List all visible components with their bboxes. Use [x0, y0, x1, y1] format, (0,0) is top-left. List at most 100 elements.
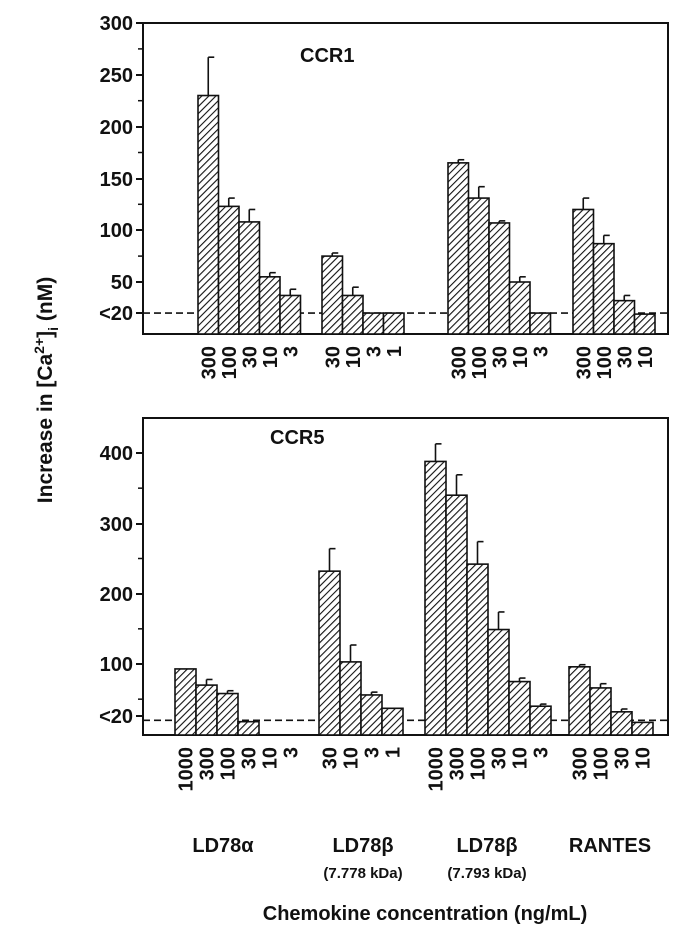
x-tick-label: 100 — [218, 747, 240, 780]
group-label-ld78a: LD78α — [192, 835, 254, 857]
x-tick-label: 3 — [363, 346, 385, 357]
x-tick-label: 300 — [448, 346, 470, 379]
bar — [568, 666, 591, 736]
y-tick-label: 150 — [100, 169, 133, 191]
y-tick-label: 100 — [100, 220, 133, 242]
bar — [424, 460, 447, 736]
bar — [197, 94, 220, 335]
ccr1-title: CCR1 — [300, 45, 354, 67]
y-tick-label: <20 — [99, 706, 133, 728]
group-sublabel-ld78b-1: (7.778 kDa) — [323, 865, 402, 882]
y-tick-label: 300 — [100, 13, 133, 35]
bar — [238, 221, 261, 335]
group-label-ld78b-2: LD78β — [456, 835, 517, 857]
x-tick-label: 300 — [447, 747, 469, 780]
bar — [445, 494, 468, 736]
bar — [488, 222, 511, 335]
bar — [466, 563, 489, 736]
x-tick-label: 10 — [343, 346, 365, 368]
group-label-rantes: RANTES — [569, 835, 651, 857]
bar — [508, 281, 531, 335]
bar — [382, 312, 405, 335]
x-tick-label: 1 — [383, 747, 405, 758]
x-tick-label: 10 — [260, 747, 282, 769]
ccr5-title: CCR5 — [270, 427, 324, 449]
group-labels: LD78α LD78β (7.778 kDa) LD78β (7.793 kDa… — [192, 835, 651, 882]
bar — [487, 628, 510, 736]
bar — [216, 692, 239, 736]
bar — [447, 162, 470, 335]
bar — [508, 680, 531, 736]
bar — [613, 299, 636, 335]
x-tick-label: 1000 — [176, 747, 198, 792]
bar — [258, 276, 281, 335]
x-tick-label: 10 — [633, 747, 655, 769]
x-tick-label: 30 — [489, 747, 511, 769]
y-tick-label: 300 — [100, 514, 133, 536]
x-tick-label: 10 — [260, 346, 282, 368]
bar — [592, 242, 615, 335]
group-label-ld78b-1: LD78β — [332, 835, 393, 857]
plot-frame — [142, 417, 669, 736]
bar — [360, 694, 383, 736]
bar — [341, 294, 364, 335]
x-tick-label: 10 — [510, 747, 532, 769]
bar — [195, 684, 218, 736]
x-tick-label: 100 — [468, 747, 490, 780]
x-tick-label: 3 — [531, 747, 553, 758]
bar — [467, 197, 490, 335]
y-tick-label: 200 — [100, 584, 133, 606]
bar — [589, 687, 612, 736]
bar — [217, 205, 240, 335]
x-tick-label: 100 — [469, 346, 491, 379]
x-tick-label: 300 — [197, 747, 219, 780]
bar — [279, 294, 302, 335]
x-tick-label: 30 — [489, 346, 511, 368]
x-tick-label: 300 — [570, 747, 592, 780]
bar — [529, 705, 552, 736]
bar — [529, 312, 552, 335]
y-tick-label: 400 — [100, 443, 133, 465]
x-tick-label: 30 — [322, 346, 344, 368]
x-tick-label: 30 — [612, 747, 634, 769]
x-tick-label: 30 — [614, 346, 636, 368]
y-tick-label: 200 — [100, 117, 133, 139]
x-tick-label: 10 — [510, 346, 532, 368]
bar — [237, 720, 260, 736]
bar — [631, 721, 654, 736]
bar — [339, 661, 362, 736]
y-tick-label: 250 — [100, 65, 133, 87]
x-tick-label: 100 — [219, 346, 241, 379]
y-axis-label: Increase in [Ca2+]i (nM) — [31, 277, 61, 503]
bar — [321, 255, 344, 335]
bar — [174, 668, 197, 736]
x-tick-label: 30 — [320, 747, 342, 769]
bar — [610, 711, 633, 736]
x-tick-label: 3 — [530, 346, 552, 357]
bar — [381, 707, 404, 736]
x-tick-label: 3 — [280, 346, 302, 357]
x-tick-label: 100 — [594, 346, 616, 379]
x-tick-label: 3 — [362, 747, 384, 758]
x-tick-label: 1000 — [426, 747, 448, 792]
x-tick-label: 300 — [198, 346, 220, 379]
x-tick-label: 10 — [341, 747, 363, 769]
bar — [362, 312, 385, 335]
x-tick-label: 100 — [591, 747, 613, 780]
y-tick-label: 50 — [111, 272, 133, 294]
x-tick-label: 30 — [239, 747, 261, 769]
y-tick-label: 100 — [100, 654, 133, 676]
x-tick-label: 3 — [281, 747, 303, 758]
y-tick-label: <20 — [99, 303, 133, 325]
bar — [572, 208, 595, 335]
bar — [318, 570, 341, 736]
x-tick-label: 300 — [573, 346, 595, 379]
x-tick-label: 30 — [239, 346, 261, 368]
x-axis-label: Chemokine concentration (ng/mL) — [263, 903, 587, 925]
x-tick-label: 1 — [384, 346, 406, 357]
group-sublabel-ld78b-2: (7.793 kDa) — [447, 865, 526, 882]
bar — [633, 313, 656, 335]
